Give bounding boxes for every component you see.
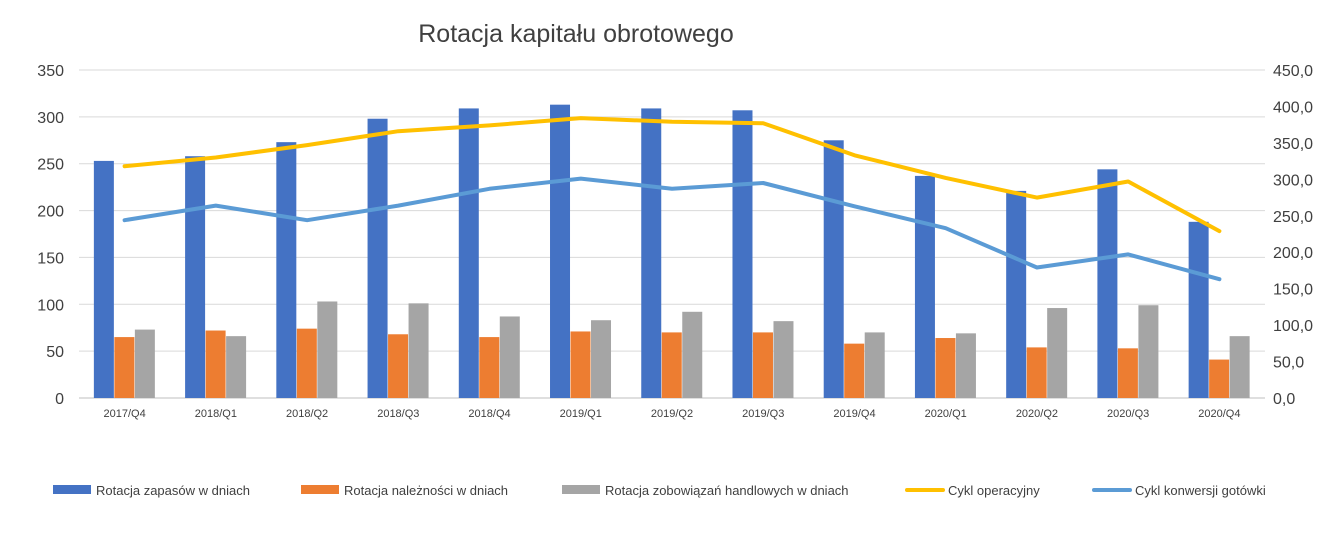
bar-series-1 <box>844 343 865 398</box>
x-tick-label: 2019/Q4 <box>833 408 875 420</box>
bar-series-0 <box>185 156 206 398</box>
legend-label: Rotacja zobowiązań handlowych w dniach <box>605 483 849 498</box>
lines-layer <box>122 116 1222 282</box>
bar-series-2 <box>955 333 976 398</box>
bars-layer <box>93 104 1250 399</box>
y-axis-left: 0 50 100 150 200 250 300 350 <box>37 63 64 408</box>
legend-item[interactable]: Cykl konwersji gotówki <box>1092 483 1266 498</box>
y-right-tick-label: 50,0 <box>1273 355 1304 372</box>
bar-series-1 <box>661 332 682 398</box>
y-left-tick-label: 0 <box>55 391 64 408</box>
chart-title: Rotacja kapitału obrotowego <box>418 20 733 48</box>
legend-item[interactable]: Rotacja zobowiązań handlowych w dniach <box>562 483 849 498</box>
bar-series-2 <box>134 329 155 398</box>
y-left-tick-label: 50 <box>46 344 64 361</box>
y-right-tick-label: 300,0 <box>1273 172 1313 189</box>
y-right-tick-label: 100,0 <box>1273 318 1313 335</box>
bar-series-1 <box>935 338 956 398</box>
legend-label: Rotacja zapasów w dniach <box>96 483 250 498</box>
legend-item[interactable]: Rotacja zapasów w dniach <box>53 483 250 498</box>
y-right-tick-label: 400,0 <box>1273 99 1313 116</box>
bar-series-1 <box>205 330 226 398</box>
legend-label: Rotacja należności w dniach <box>344 483 508 498</box>
bar-series-1 <box>479 337 500 398</box>
bar-series-1 <box>1026 347 1047 398</box>
legend-label: Cykl konwersji gotówki <box>1135 483 1266 498</box>
bar-series-0 <box>914 175 935 398</box>
bar-series-0 <box>823 140 844 399</box>
y-right-tick-label: 150,0 <box>1273 282 1313 299</box>
y-left-tick-label: 100 <box>37 297 64 314</box>
legend[interactable]: Rotacja zapasów w dniach Rotacja należnoś… <box>53 483 1266 498</box>
bar-series-2 <box>499 316 520 398</box>
bar-series-0 <box>1097 169 1118 398</box>
bar-series-2 <box>591 320 612 398</box>
y-left-tick-label: 350 <box>37 63 64 80</box>
bar-series-2 <box>864 332 885 398</box>
y-left-tick-label: 150 <box>37 250 64 267</box>
x-tick-label: 2018/Q1 <box>195 408 237 420</box>
bar-series-0 <box>1006 190 1027 398</box>
line-series-4 <box>122 176 1222 282</box>
bar-series-2 <box>317 301 338 398</box>
bar-series-2 <box>773 321 794 398</box>
bar-series-1 <box>1209 359 1230 398</box>
legend-label: Cykl operacyjny <box>948 483 1040 498</box>
x-tick-label: 2018/Q2 <box>286 408 328 420</box>
bar-series-2 <box>1229 336 1250 398</box>
y-right-tick-label: 0,0 <box>1273 391 1295 408</box>
legend-item[interactable]: Cykl operacyjny <box>905 483 1040 498</box>
bar-series-2 <box>226 336 247 398</box>
x-tick-label: 2020/Q2 <box>1016 408 1058 420</box>
y-left-tick-label: 300 <box>37 110 64 127</box>
x-tick-label: 2017/Q4 <box>104 408 146 420</box>
bar-series-0 <box>93 160 114 398</box>
bar-series-0 <box>276 142 297 398</box>
legend-swatch <box>301 485 339 494</box>
bar-series-0 <box>367 118 388 398</box>
y-left-tick-label: 200 <box>37 204 64 221</box>
bar-series-1 <box>114 337 135 398</box>
bar-series-1 <box>388 334 409 398</box>
bar-series-1 <box>1117 348 1138 398</box>
x-tick-label: 2020/Q4 <box>1198 408 1240 420</box>
bar-series-0 <box>458 108 479 399</box>
legend-swatch <box>53 485 91 494</box>
y-axis-right: 0,0 50,0 100,0 150,0 200,0 250,0 300,0 350,0 400… <box>1273 63 1313 408</box>
x-tick-label: 2018/Q3 <box>377 408 419 420</box>
bar-series-0 <box>641 108 662 399</box>
bar-series-2 <box>1138 305 1159 398</box>
bar-series-2 <box>682 311 703 398</box>
bar-series-2 <box>1047 308 1068 398</box>
bar-series-1 <box>296 328 317 398</box>
legend-item[interactable]: Rotacja należności w dniach <box>301 483 508 498</box>
bar-series-0 <box>550 104 571 398</box>
legend-swatch <box>562 485 600 494</box>
x-tick-label: 2020/Q1 <box>925 408 967 420</box>
bar-series-1 <box>570 331 591 398</box>
y-right-tick-label: 450,0 <box>1273 63 1313 80</box>
line-series-3 <box>122 116 1222 234</box>
x-axis: 2017/Q4 2018/Q1 2018/Q2 2018/Q3 2018/Q4 2019/… <box>104 408 1241 420</box>
y-left-tick-label: 250 <box>37 157 64 174</box>
x-tick-label: 2019/Q2 <box>651 408 693 420</box>
y-right-tick-label: 250,0 <box>1273 209 1313 226</box>
x-tick-label: 2019/Q1 <box>560 408 602 420</box>
x-tick-label: 2019/Q3 <box>742 408 784 420</box>
bar-series-0 <box>732 110 753 398</box>
x-tick-label: 2020/Q3 <box>1107 408 1149 420</box>
y-right-tick-label: 200,0 <box>1273 245 1313 262</box>
bar-series-1 <box>752 332 773 398</box>
bar-series-2 <box>408 303 429 398</box>
x-tick-label: 2018/Q4 <box>468 408 510 420</box>
y-right-tick-label: 350,0 <box>1273 136 1313 153</box>
bar-series-0 <box>1188 221 1209 398</box>
